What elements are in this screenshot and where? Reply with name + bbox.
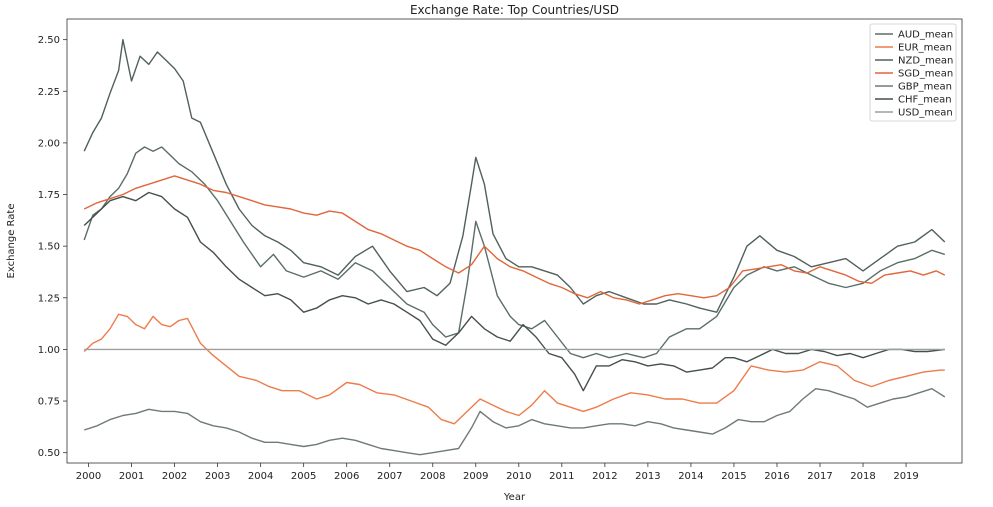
x-tick-label: 2016 — [764, 471, 789, 482]
legend-box — [869, 23, 957, 122]
x-tick-label: 2008 — [420, 471, 445, 482]
y-tick-label: 2.00 — [38, 138, 60, 149]
x-tick-label: 2012 — [592, 471, 617, 482]
x-tick-label: 2015 — [721, 471, 746, 482]
y-tick-label: 0.50 — [38, 448, 60, 459]
x-tick-label: 2019 — [893, 471, 918, 482]
y-tick-label: 1.25 — [38, 293, 60, 304]
x-tick-label: 2003 — [205, 471, 230, 482]
legend-label: NZD_mean — [898, 56, 953, 67]
legend-label: AUD_mean — [898, 30, 953, 41]
x-axis-label: Year — [503, 492, 526, 503]
y-tick-label: 1.50 — [38, 242, 60, 253]
x-axis-ticks: 2000 2001 2002 2003 2004 2005 2006 2007 2008 2009… — [76, 463, 919, 482]
y-axis-ticks: 0.50 0.75 1.00 1.25 1.50 1.75 2.00 2.25 2.50 — [38, 35, 67, 459]
y-tick-label: 2.50 — [38, 35, 60, 46]
legend: AUD_mean EUR_mean NZD_mean SGD_mean GBP_mean… — [869, 23, 957, 122]
y-axis-label: Exchange Rate — [6, 204, 17, 279]
series-line-eur-mean — [83, 313, 945, 425]
x-tick-label: 2006 — [334, 471, 359, 482]
x-tick-label: 2000 — [76, 471, 101, 482]
series-line-aud-mean — [83, 146, 946, 359]
series-line-sgd-mean — [83, 175, 946, 305]
legend-label: EUR_mean — [898, 43, 952, 54]
legend-label: USD_mean — [898, 108, 953, 119]
x-tick-label: 2017 — [807, 471, 832, 482]
x-tick-label: 2005 — [291, 471, 316, 482]
x-tick-label: 2018 — [850, 471, 875, 482]
series-line-gbp-mean — [83, 388, 946, 456]
x-tick-label: 2014 — [678, 471, 703, 482]
y-tick-label: 2.25 — [38, 87, 60, 98]
x-tick-label: 2004 — [248, 471, 273, 482]
x-tick-label: 2002 — [162, 471, 187, 482]
y-tick-label: 0.75 — [38, 397, 60, 408]
x-tick-label: 2013 — [635, 471, 660, 482]
series-lines — [83, 39, 946, 456]
x-tick-label: 2009 — [463, 471, 488, 482]
legend-label: CHF_mean — [898, 95, 952, 106]
series-line-nzd-mean — [83, 39, 946, 313]
legend-label: SGD_mean — [898, 69, 953, 80]
x-tick-label: 2007 — [377, 471, 402, 482]
x-tick-label: 2010 — [506, 471, 531, 482]
y-tick-label: 1.75 — [38, 190, 60, 201]
legend-label: GBP_mean — [898, 82, 952, 93]
x-tick-label: 2001 — [119, 471, 144, 482]
chart-title: Exchange Rate: Top Countries/USD — [410, 3, 619, 17]
x-tick-label: 2011 — [549, 471, 574, 482]
series-line-chf-mean — [83, 191, 945, 392]
plot-frame — [66, 18, 963, 464]
y-tick-label: 1.00 — [38, 345, 60, 356]
